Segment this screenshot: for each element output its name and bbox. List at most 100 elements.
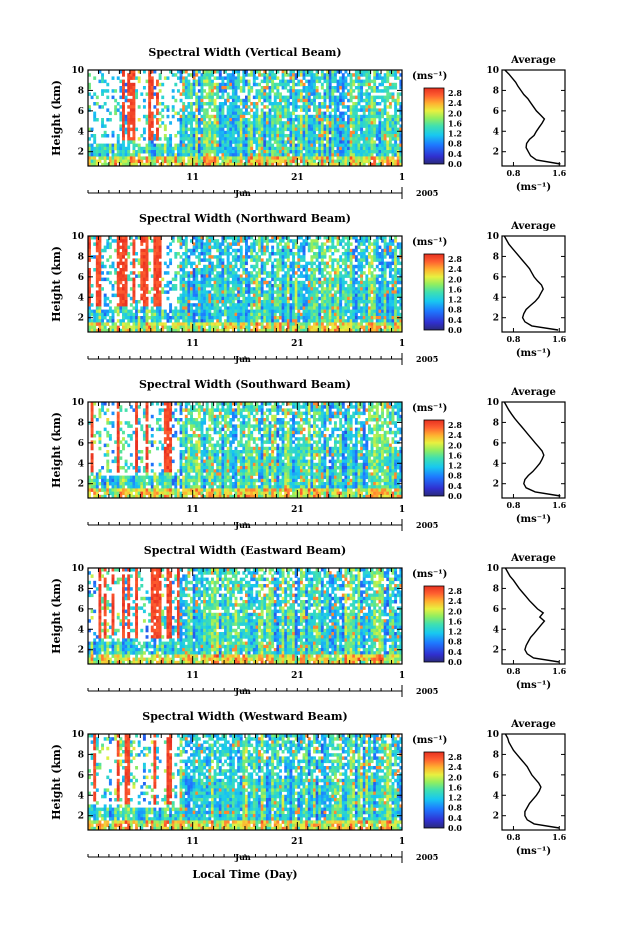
heatmap-cell	[388, 156, 392, 160]
heatmap-cell	[310, 328, 314, 333]
heatmap-cell	[231, 277, 235, 282]
heatmap-cell	[132, 319, 136, 323]
heatmap-cell	[383, 140, 387, 144]
heatmap-cell	[129, 111, 133, 116]
heatmap-cell	[148, 248, 152, 253]
heatmap-cell	[106, 82, 110, 87]
heatmap-cell	[245, 325, 248, 330]
heatmap-cell	[279, 236, 282, 240]
heatmap-cell	[203, 137, 207, 141]
avg-frame	[501, 69, 566, 167]
heatmap-cell	[142, 296, 146, 301]
heatmap-cell	[247, 137, 251, 141]
heatmap-cell	[226, 242, 230, 246]
heatmap-cell	[281, 121, 285, 125]
heatmap-cell	[320, 124, 324, 128]
heatmap-cell	[88, 242, 91, 246]
heatmap-cell	[268, 79, 272, 84]
heatmap-cell	[213, 150, 217, 154]
heatmap-cell	[252, 322, 256, 326]
heatmap-cell	[313, 89, 316, 93]
heatmap-cell	[268, 121, 272, 125]
heatmap-cell	[263, 130, 267, 135]
heatmap-cell	[284, 146, 288, 151]
heatmap-cell	[179, 140, 183, 144]
heatmap-cell	[190, 274, 193, 278]
heatmap-cell	[336, 140, 340, 144]
heatmap-cell	[299, 79, 303, 84]
heatmap-cell	[268, 290, 272, 294]
heatmap-cell	[226, 300, 230, 304]
heatmap-cell	[310, 130, 314, 135]
heatmap-cell	[383, 73, 387, 77]
heatmap-cell	[187, 95, 191, 100]
heatmap-cell	[190, 261, 193, 266]
heatmap-cell	[344, 79, 348, 84]
heatmap-cell	[192, 309, 196, 314]
heatmap-cell	[93, 159, 97, 164]
heatmap-cell	[161, 309, 165, 314]
heatmap-cell	[234, 258, 238, 262]
heatmap-cell	[148, 159, 152, 164]
heatmap-cell	[320, 146, 324, 151]
heatmap-cell	[101, 73, 104, 77]
heatmap-cell	[95, 242, 99, 246]
heatmap-cell	[245, 156, 248, 160]
heatmap-cell	[174, 73, 178, 77]
heatmap-cell	[281, 82, 285, 87]
heatmap-cell	[90, 312, 94, 317]
heatmap-cell	[158, 290, 162, 294]
heatmap-cell	[176, 300, 180, 304]
heatmap-cell	[276, 146, 280, 151]
heatmap-cell	[318, 124, 322, 128]
heatmap-cell	[106, 277, 110, 282]
heatmap-cell	[182, 319, 186, 323]
heatmap-cell	[192, 248, 196, 253]
heatmap-cell	[213, 146, 217, 151]
heatmap-cell	[260, 111, 264, 116]
heatmap-cell	[226, 105, 230, 109]
heatmap-cell	[148, 290, 152, 294]
heatmap-cell	[323, 268, 327, 272]
heatmap-cell	[195, 255, 199, 259]
heatmap-cell	[292, 239, 296, 243]
heatmap-cell	[197, 328, 201, 333]
heatmap-cell	[276, 248, 280, 253]
heatmap-cell	[145, 274, 149, 278]
heatmap-cell	[328, 245, 332, 250]
heatmap-cell	[328, 309, 332, 314]
heatmap-cell	[203, 325, 207, 330]
heatmap-cell	[158, 309, 162, 314]
heatmap-cell	[187, 140, 191, 144]
heatmap-cell	[221, 268, 225, 272]
heatmap-cell	[111, 261, 115, 266]
heatmap-cell	[299, 316, 303, 320]
heatmap-cell	[381, 134, 384, 138]
heatmap-cell	[245, 277, 248, 282]
heatmap-cell	[396, 114, 400, 119]
heatmap-cell	[331, 114, 335, 119]
heatmap-cell	[184, 108, 188, 112]
heatmap-cell	[229, 322, 233, 326]
heatmap-cell	[318, 261, 322, 266]
heatmap-cell	[161, 156, 165, 160]
heatmap-cell	[286, 118, 290, 122]
heatmap-cell	[156, 108, 159, 112]
heatmap-cell	[391, 162, 395, 167]
heatmap-cell	[381, 130, 384, 135]
heatmap-cell	[273, 296, 277, 301]
heatmap-cell	[381, 114, 384, 119]
heatmap-cell	[242, 316, 246, 320]
heatmap-cell	[305, 86, 309, 90]
heatmap-cell	[140, 134, 144, 138]
heatmap-cell	[205, 322, 209, 326]
heatmap-cell	[279, 162, 282, 167]
heatmap-cell	[328, 73, 332, 77]
heatmap-cell	[292, 293, 296, 298]
heatmap-cell	[129, 328, 133, 333]
heatmap-cell	[200, 114, 204, 119]
heatmap-cell	[200, 82, 204, 87]
heatmap-cell	[137, 325, 141, 330]
heatmap-cell	[169, 150, 173, 154]
heatmap-cell	[265, 124, 269, 128]
